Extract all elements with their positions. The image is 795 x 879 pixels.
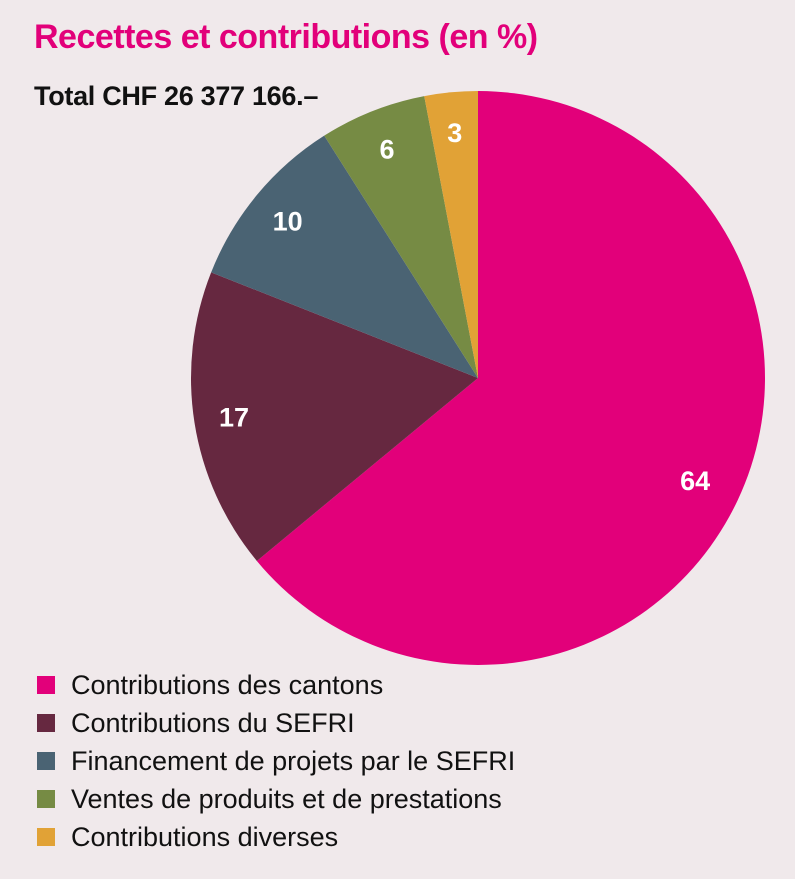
legend-item: Financement de projets par le SEFRI bbox=[37, 742, 515, 780]
legend-label: Contributions des cantons bbox=[71, 669, 384, 700]
data-label-3: 6 bbox=[380, 134, 395, 164]
legend-item: Ventes de produits et de prestations bbox=[37, 780, 515, 818]
data-label-2: 10 bbox=[273, 207, 303, 237]
legend-item: Contributions du SEFRI bbox=[37, 704, 515, 742]
legend-swatch bbox=[37, 752, 55, 770]
data-label-1: 17 bbox=[219, 403, 249, 433]
legend-item: Contributions diverses bbox=[37, 818, 515, 856]
data-label-4: 3 bbox=[447, 118, 462, 148]
legend-label: Contributions diverses bbox=[71, 821, 339, 852]
legend-swatch bbox=[37, 828, 55, 846]
legend-label: Contributions du SEFRI bbox=[71, 707, 355, 738]
legend-swatch bbox=[37, 676, 55, 694]
legend-swatch bbox=[37, 790, 55, 808]
data-label-0: 64 bbox=[680, 466, 710, 496]
legend-label: Ventes de produits et de prestations bbox=[71, 783, 502, 814]
chart-title: Recettes et contributions (en %) bbox=[34, 18, 538, 56]
pie-slice-3 bbox=[324, 96, 478, 378]
legend-label: Financement de projets par le SEFRI bbox=[71, 745, 516, 776]
chart-subtitle-total: Total CHF 26 377 166.– bbox=[34, 81, 319, 111]
pie-slice-2 bbox=[211, 135, 478, 378]
pie-slice-1 bbox=[191, 272, 479, 561]
legend: Contributions des cantons Contributions d… bbox=[37, 666, 515, 856]
legend-swatch bbox=[37, 714, 55, 732]
legend-item: Contributions des cantons bbox=[37, 666, 515, 704]
pie-slice-4 bbox=[424, 91, 478, 378]
pie-slice-0 bbox=[256, 91, 766, 665]
